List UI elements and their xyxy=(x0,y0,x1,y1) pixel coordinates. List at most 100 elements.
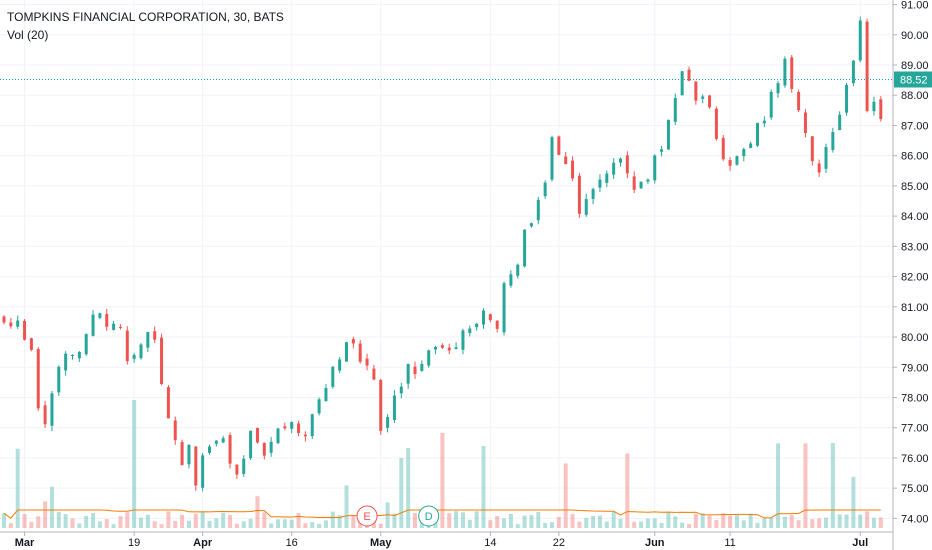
volume-bar xyxy=(803,443,808,528)
volume-bar xyxy=(255,496,260,528)
price-tick-label: 77.00 xyxy=(901,423,929,435)
volume-bar xyxy=(817,518,822,528)
time-tick-label: Jun xyxy=(645,537,665,549)
volume-bar xyxy=(837,514,842,528)
volume-bar xyxy=(413,513,417,528)
candle-body xyxy=(790,57,794,89)
time-axis[interactable]: Mar 19 Apr 16 May 14 22 Jun 11 Jul xyxy=(0,531,893,549)
volume-bar xyxy=(29,521,34,528)
candle xyxy=(810,136,814,166)
candle xyxy=(824,143,828,173)
candle xyxy=(36,347,40,411)
candle xyxy=(584,193,588,217)
candle xyxy=(310,413,314,440)
price-tick-label: 79.00 xyxy=(901,362,929,374)
candle xyxy=(845,82,849,116)
candle xyxy=(50,390,54,432)
volume-bar xyxy=(351,515,356,528)
symbol-title[interactable]: TOMPKINS FINANCIAL CORPORATION, 30, BATS xyxy=(7,10,284,24)
candle xyxy=(694,81,698,105)
event-marker-circle[interactable] xyxy=(356,505,378,527)
event-marker[interactable]: D xyxy=(418,505,440,527)
volume-bar xyxy=(789,514,794,528)
volume-bar xyxy=(782,516,787,528)
candle-body xyxy=(776,83,780,94)
candle xyxy=(461,328,465,355)
time-tick-label: Jul xyxy=(852,537,868,549)
volume-bar xyxy=(536,511,541,528)
volume-bar xyxy=(776,443,781,528)
volume-bar xyxy=(371,520,376,528)
candle-body xyxy=(208,446,211,453)
candle-body xyxy=(550,137,554,180)
volume-bar xyxy=(474,511,479,528)
candle-body xyxy=(166,387,170,419)
volume-bar xyxy=(447,513,452,528)
volume-bar xyxy=(276,519,280,528)
volume-bar xyxy=(508,514,513,528)
candle-body xyxy=(680,71,684,96)
volume-bar xyxy=(515,524,520,528)
candle-body xyxy=(297,423,301,433)
price-axis[interactable]: 91.00 90.00 89.00 88.00 87.00 86.00 85.00 84.00… xyxy=(892,0,929,550)
volume-bar xyxy=(865,511,870,528)
candle xyxy=(420,360,424,372)
candle xyxy=(23,319,27,341)
candle-body xyxy=(338,359,342,371)
volume-bar xyxy=(556,516,561,528)
candle-body xyxy=(345,342,348,362)
candle-body xyxy=(399,386,403,394)
volume-bar xyxy=(659,523,664,528)
candle xyxy=(564,152,568,165)
candle xyxy=(290,421,294,434)
volume-bar xyxy=(440,433,445,528)
candle xyxy=(372,364,376,381)
candle xyxy=(749,141,753,149)
volume-bar xyxy=(454,511,459,528)
volume-bar xyxy=(734,513,739,528)
volume-bar xyxy=(830,443,835,528)
volume-bar xyxy=(91,513,96,528)
volume-bar xyxy=(851,476,856,528)
candle xyxy=(680,71,684,96)
volume-bar xyxy=(282,519,287,528)
candle-body xyxy=(749,143,753,148)
volume-bar xyxy=(645,518,650,528)
candle xyxy=(228,432,232,469)
volume-bars xyxy=(2,400,883,528)
candle-body xyxy=(817,163,821,173)
candle-body xyxy=(118,326,122,328)
candle xyxy=(345,341,348,362)
candle xyxy=(269,436,273,457)
volume-indicator-label[interactable]: Vol (20) xyxy=(7,28,49,42)
candle xyxy=(817,159,821,177)
candle-body xyxy=(201,455,205,488)
candle xyxy=(235,464,239,479)
candle-body xyxy=(221,438,225,443)
volume-bar xyxy=(241,521,246,528)
event-marker-circle[interactable] xyxy=(418,505,440,527)
candle xyxy=(536,196,540,225)
candle-body xyxy=(372,368,376,380)
volume-bar xyxy=(207,520,212,528)
volume-bar xyxy=(577,521,582,528)
volume-bar xyxy=(604,521,609,528)
candle xyxy=(639,181,643,190)
candle xyxy=(612,158,616,179)
volume-bar xyxy=(467,519,472,528)
candle-body xyxy=(666,119,670,150)
candle xyxy=(509,270,513,288)
volume-bar xyxy=(666,511,671,528)
price-tick-label: 90.00 xyxy=(901,30,929,42)
candle xyxy=(440,343,444,349)
candle xyxy=(118,324,122,330)
candle-body xyxy=(146,332,150,348)
volume-bar xyxy=(824,517,828,528)
candle-body xyxy=(619,158,622,163)
volume-bar xyxy=(871,517,876,528)
volume-bar xyxy=(36,516,41,528)
candle-body xyxy=(728,159,732,166)
event-marker[interactable]: E xyxy=(356,505,378,527)
